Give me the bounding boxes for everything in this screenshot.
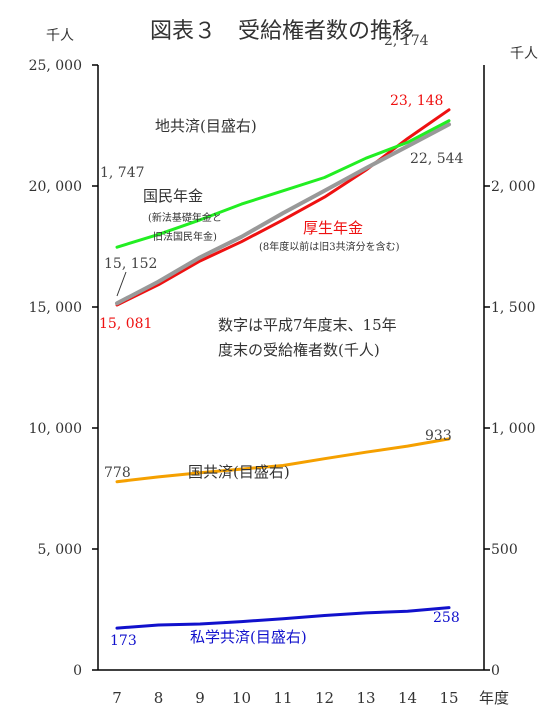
label-kokkyosai-start: 778 bbox=[104, 465, 131, 481]
label-kokkyosai-end: 933 bbox=[425, 428, 452, 444]
x-tick-label: 15 bbox=[439, 689, 458, 707]
x-axis-ticks: 7 8 9 10 11 12 13 14 15 bbox=[112, 689, 458, 707]
label-shigaku-start: 173 bbox=[110, 633, 137, 649]
series-lines bbox=[115, 108, 451, 630]
x-tick-label: 10 bbox=[232, 689, 251, 707]
x-tick-label: 9 bbox=[195, 689, 205, 707]
x-tick-label: 12 bbox=[315, 689, 334, 707]
annotation-kokumin-note-1: (新法基礎年金と bbox=[148, 211, 222, 224]
label-shigaku-end: 258 bbox=[433, 610, 460, 626]
annotation-shigaku: 私学共済(目盛右) bbox=[190, 628, 307, 646]
right-axis-unit: 千人 bbox=[510, 46, 538, 62]
x-axis-unit: 年度 bbox=[479, 689, 509, 707]
label-chikyosai-start: 1, 747 bbox=[100, 165, 145, 181]
label-chikyosai-end: 2, 174 bbox=[384, 33, 429, 49]
left-tick-label: 10, 000 bbox=[29, 421, 82, 437]
label-kokumin-start: 15, 152 bbox=[104, 256, 157, 272]
label-kokumin-start-leader bbox=[116, 271, 127, 297]
x-tick-label: 13 bbox=[356, 689, 375, 707]
annotation-chikyosai: 地共済(目盛右) bbox=[155, 117, 257, 135]
left-axis-unit: 千人 bbox=[46, 28, 74, 44]
right-tick-label: 1, 500 bbox=[491, 300, 536, 316]
label-kosei-end: 23, 148 bbox=[390, 93, 443, 109]
left-tick-label: 15, 000 bbox=[29, 300, 82, 316]
left-tick-label: 25, 000 bbox=[29, 58, 82, 74]
left-tick-label: 20, 000 bbox=[29, 179, 82, 195]
annotation-note-line-2: 度末の受給権者数(千人) bbox=[218, 341, 380, 359]
annotation-note-line-1: 数字は平成7年度末、15年 bbox=[218, 316, 397, 334]
annotation-kokumin-note-2: 旧法国民年金) bbox=[153, 230, 217, 243]
right-tick-label: 500 bbox=[491, 542, 518, 558]
series-line-0 bbox=[115, 119, 451, 249]
x-tick-label: 11 bbox=[273, 689, 292, 707]
left-axis-ticks: 0 5, 000 10, 000 15, 000 20, 000 25, 000 bbox=[29, 58, 98, 679]
right-axis-ticks: 0 500 1, 000 1, 500 2, 000 bbox=[484, 179, 536, 679]
x-tick-label: 14 bbox=[398, 689, 417, 707]
annotation-kokumin: 国民年金 bbox=[143, 187, 203, 205]
left-tick-label: 5, 000 bbox=[37, 542, 82, 558]
series-line-3 bbox=[115, 437, 451, 484]
annotation-kosei: 厚生年金 bbox=[303, 219, 363, 237]
left-tick-label: 0 bbox=[73, 663, 82, 679]
x-tick-label: 8 bbox=[154, 689, 164, 707]
chart-title: 図表３ 受給権者数の推移 bbox=[150, 19, 414, 44]
right-tick-label: 0 bbox=[491, 663, 500, 679]
annotation-kokkyosai: 国共済(目盛右) bbox=[188, 463, 290, 481]
series-line-2 bbox=[115, 122, 451, 306]
annotation-kosei-note: (8年度以前は旧3共済分を含む) bbox=[259, 240, 400, 253]
series-line-4 bbox=[115, 606, 451, 630]
right-tick-label: 1, 000 bbox=[491, 421, 536, 437]
right-tick-label: 2, 000 bbox=[491, 179, 536, 195]
x-tick-label: 7 bbox=[112, 689, 122, 707]
label-kokumin-end: 22, 544 bbox=[410, 151, 464, 167]
label-kosei-start: 15, 081 bbox=[99, 316, 152, 332]
